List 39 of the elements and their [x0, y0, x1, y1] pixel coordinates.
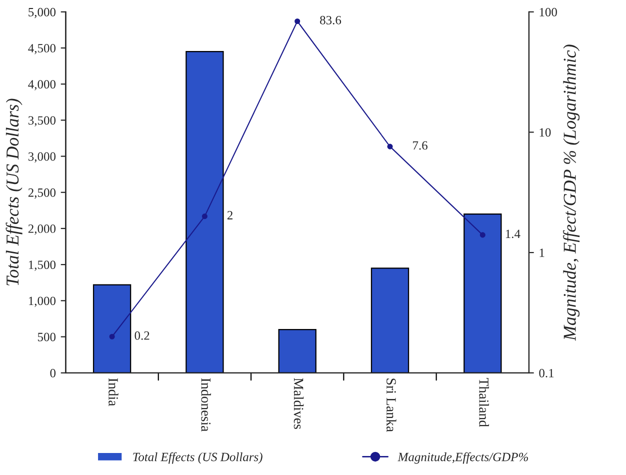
y2-axis-title: Magnitude, Effect/GDP % (Logarithmic)	[563, 44, 580, 341]
data-label: 7.6	[413, 141, 428, 150]
y-tick-label: 500	[38, 332, 56, 342]
data-label: 2	[227, 211, 232, 220]
point	[387, 144, 393, 150]
y2-tick-label: 1	[540, 248, 544, 257]
y-tick-label: 1,000	[28, 296, 56, 307]
data-label: 83.6	[320, 16, 342, 24]
y2-tick-label: 0.1	[539, 368, 554, 378]
bar	[278, 329, 316, 373]
y2-tick-label: 100	[540, 8, 557, 16]
y-tick-label: 4,500	[28, 44, 56, 54]
data-label: 1.4	[506, 230, 520, 238]
legend-label: Magnitude,Effects/GDP%	[398, 452, 528, 464]
y-tick-label: 4,000	[28, 80, 56, 90]
point	[202, 214, 208, 220]
y-tick-label: 2,500	[28, 188, 56, 199]
point	[109, 334, 115, 340]
y-axis-title: Total Effects (US Dollars)	[6, 98, 22, 286]
legend-label: Total Effects (US Dollars)	[133, 452, 262, 464]
bar	[92, 284, 132, 373]
x-tick-label: Indonesia	[201, 378, 211, 432]
x-tick-label: Thailand	[479, 378, 489, 427]
point	[294, 18, 300, 24]
point	[480, 232, 486, 238]
y-tick-label: 3,500	[28, 116, 56, 126]
y-tick-label: 5,000	[28, 8, 56, 18]
y-tick-label: 1,500	[28, 260, 56, 271]
bar	[464, 213, 502, 373]
data-label: 0.2	[134, 331, 150, 340]
x-tick-label: Sri Lanka	[386, 378, 396, 432]
bar	[186, 51, 224, 373]
x-tick-label: Maldives	[294, 378, 304, 429]
bar	[370, 268, 410, 373]
y-tick-label: 2,000	[28, 224, 56, 235]
y-tick-label: 3,000	[28, 152, 56, 163]
x-tick-label: India	[108, 378, 118, 406]
y-tick-label: 0	[50, 368, 56, 378]
y2-tick-label: 10	[540, 128, 551, 137]
